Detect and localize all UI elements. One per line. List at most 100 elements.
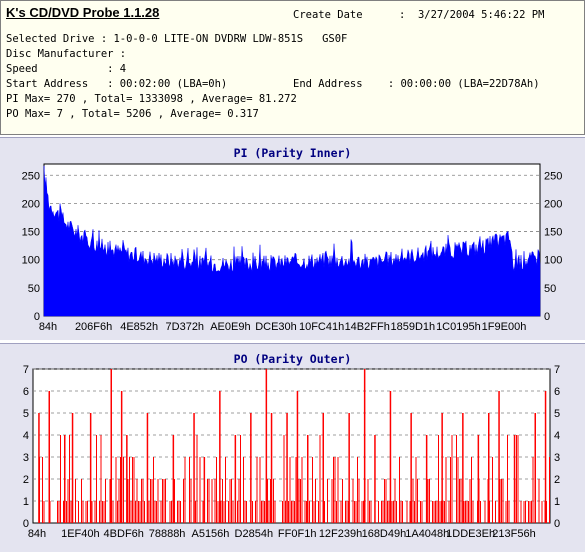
po-bar [78, 501, 79, 523]
pi-x-tick: 1859D1h [390, 321, 435, 333]
po-spike [488, 413, 490, 523]
po-bar [435, 501, 436, 523]
po-bar [357, 457, 358, 523]
po-bar [270, 479, 271, 523]
pi-x-tick: 1C0195h [436, 321, 481, 333]
po-bar [385, 479, 387, 523]
po-bar [502, 479, 504, 523]
po-spike [477, 435, 480, 523]
po-bar [259, 457, 261, 523]
po-bar [531, 501, 532, 523]
pi-y-tick-left: 200 [22, 198, 40, 210]
po-bar [217, 501, 219, 523]
po-bar [387, 501, 388, 523]
po-bar [355, 501, 357, 523]
po-y-tick-left: 1 [23, 496, 29, 508]
po-bar [451, 435, 453, 523]
po-spike [374, 435, 376, 523]
po-bar [252, 501, 253, 523]
po-bar [436, 501, 438, 523]
pi-y-tick-right: 150 [544, 227, 562, 239]
po-bar [165, 479, 166, 523]
po-spike [348, 413, 350, 523]
po-stats: PO Max= 7 , Total= 5206 , Average= 0.317 [6, 108, 259, 120]
po-y-tick-left: 3 [23, 452, 29, 464]
po-y-tick-left: 2 [23, 474, 29, 486]
po-bar [132, 457, 133, 523]
po-bar [520, 501, 522, 523]
po-bar [225, 457, 226, 523]
create-date-value: : 3/27/2004 5:46:22 PM [399, 9, 545, 21]
po-bar [91, 501, 93, 523]
pi-x-tick: 7D372h [166, 321, 205, 333]
po-bar [501, 479, 502, 523]
po-bar [229, 479, 231, 523]
po-bar [96, 435, 97, 523]
po-x-tick: D2854h [235, 528, 274, 540]
po-bar [393, 501, 394, 523]
po-spike [219, 391, 221, 523]
po-bar [273, 479, 274, 523]
po-bar [223, 501, 225, 523]
pi-chart-title: PI (Parity Inner) [233, 146, 352, 160]
po-bar [333, 457, 334, 523]
pi-x-tick: 206F6h [75, 321, 112, 333]
po-bar [102, 501, 103, 523]
po-bar [378, 501, 379, 523]
po-bar [238, 479, 240, 523]
po-bar [298, 479, 300, 523]
po-bar [477, 501, 478, 523]
po-bar [264, 501, 265, 523]
po-spike [389, 391, 392, 523]
po-bar [412, 479, 414, 523]
po-bar [60, 435, 61, 523]
po-bar [171, 501, 172, 523]
pi-y-tick-left: 50 [28, 283, 40, 295]
po-bar [370, 501, 372, 523]
po-bar [222, 479, 223, 523]
pi-x-tick: AE0E9h [210, 321, 250, 333]
po-bar [420, 501, 421, 523]
pi-y-tick-left: 100 [22, 255, 40, 267]
po-bar [549, 457, 550, 523]
po-bar [331, 479, 333, 523]
po-bar [196, 435, 198, 523]
po-bar [123, 457, 124, 523]
po-bar [402, 501, 403, 523]
po-bar [414, 501, 415, 523]
po-spike [250, 413, 252, 523]
po-bar [178, 501, 180, 523]
po-bar [388, 501, 390, 523]
po-bar [220, 501, 222, 523]
po-bar [267, 479, 268, 523]
po-bar [313, 501, 315, 523]
po-bar [136, 479, 138, 523]
po-y-tick-left: 4 [23, 430, 29, 442]
pi-y-tick-right: 250 [544, 170, 562, 182]
po-bar [345, 501, 346, 523]
pi-x-tick: 14B2FFh [345, 321, 390, 333]
po-bar [184, 457, 186, 523]
po-bar [445, 457, 447, 523]
po-bar [340, 501, 342, 523]
po-bar [354, 501, 355, 523]
po-bar [532, 457, 534, 523]
po-bar [199, 457, 201, 523]
po-x-tick: 1DDE3Eh [446, 528, 495, 540]
po-spike [48, 391, 50, 523]
po-bar [529, 501, 531, 523]
po-bar [361, 501, 363, 523]
po-bar [154, 501, 156, 523]
po-bar [444, 501, 445, 523]
po-bar [133, 457, 135, 523]
po-chart-title: PO (Parity Outer) [233, 352, 352, 366]
po-bar [274, 501, 276, 523]
po-bar [342, 479, 343, 523]
po-bar [57, 501, 58, 523]
po-bar [292, 501, 294, 523]
po-bar [319, 435, 321, 523]
po-bar [169, 501, 171, 523]
pi-x-tick: DCE30h [255, 321, 297, 333]
po-bar [421, 501, 423, 523]
po-x-tick: 78888h [149, 528, 186, 540]
